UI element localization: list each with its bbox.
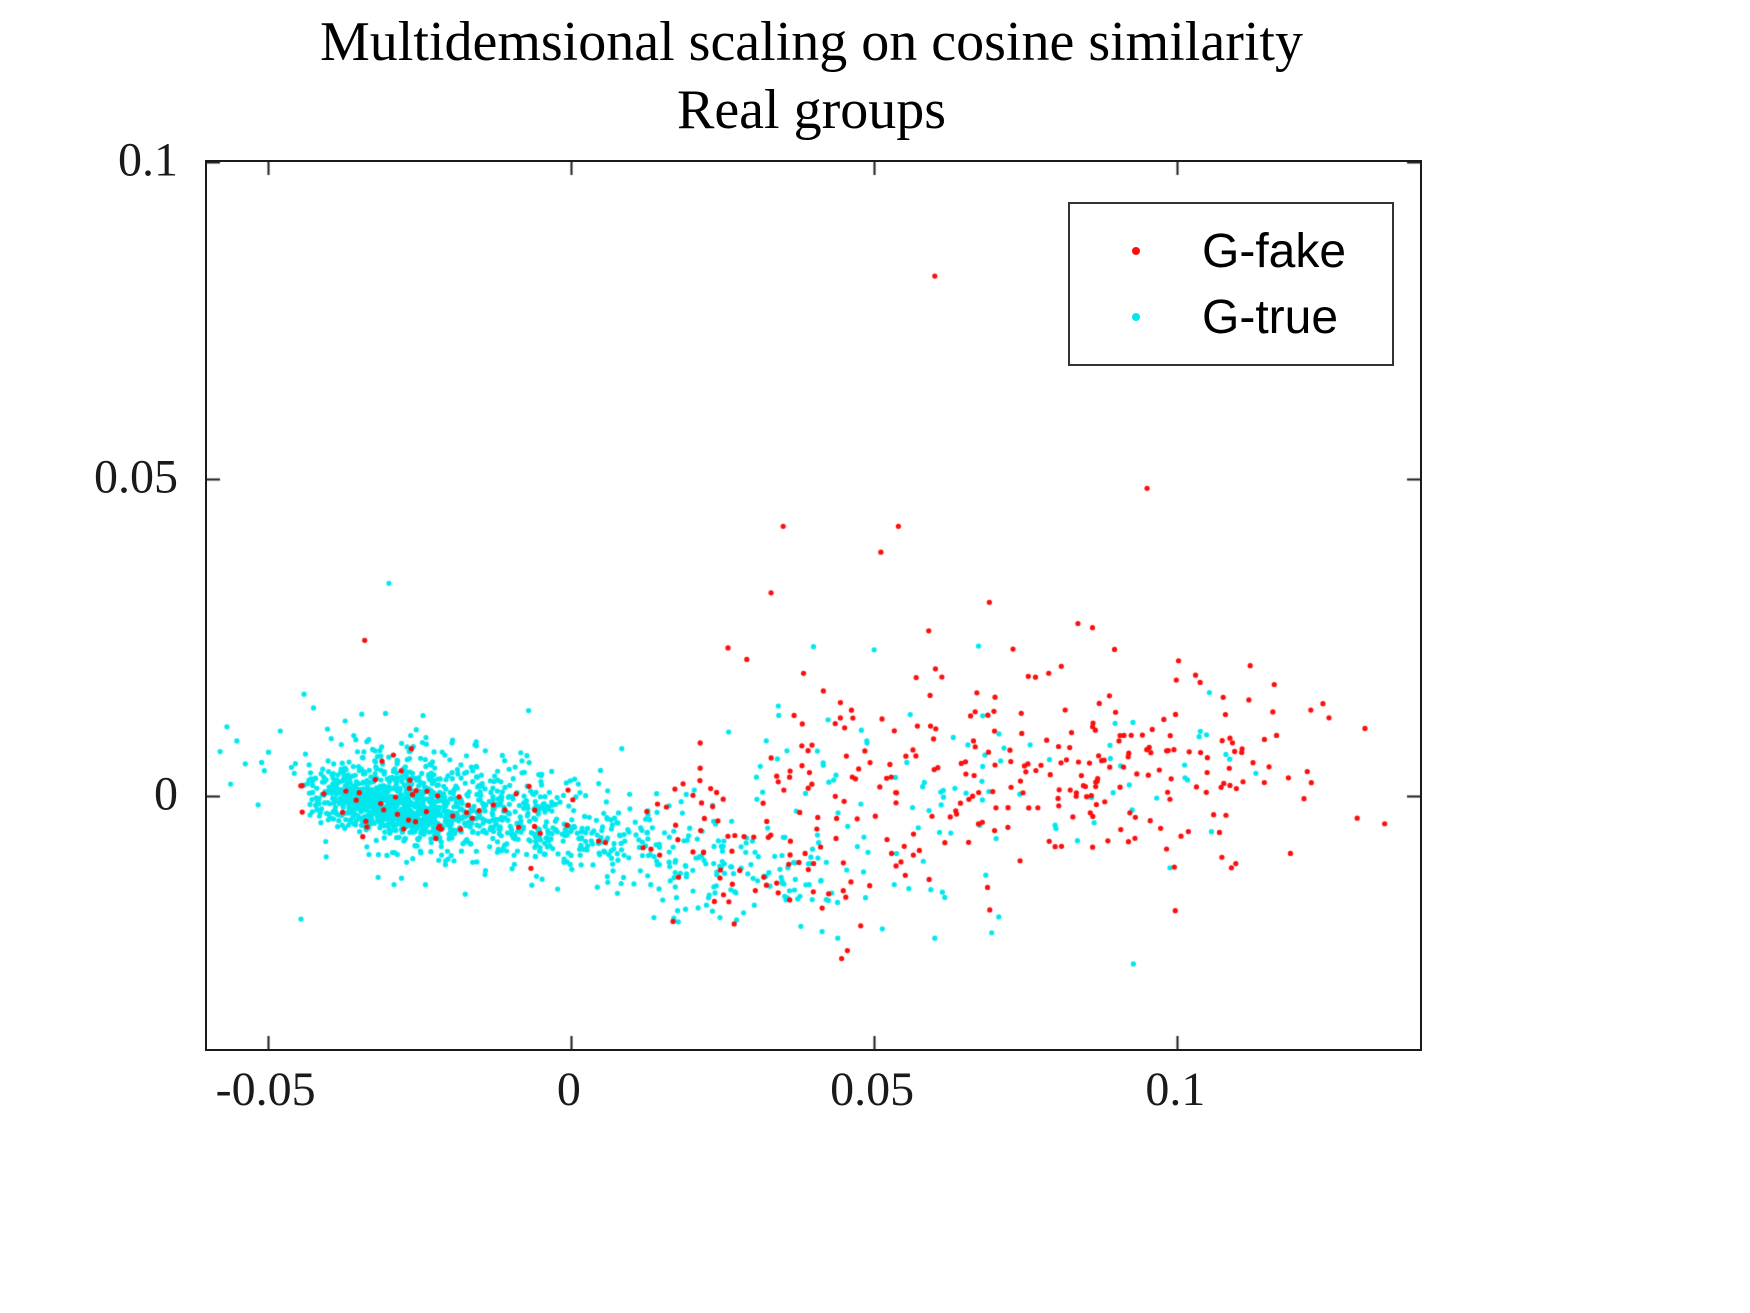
legend-label-g-fake: G-fake xyxy=(1202,224,1347,278)
chart-title: Multidemsional scaling on cosine similar… xyxy=(320,11,1303,73)
x-tick-label: -0.05 xyxy=(215,1063,316,1116)
y-tick-label: 0 xyxy=(154,767,178,821)
legend: G-fake G-true xyxy=(1068,202,1394,366)
y-tick-label: 0.1 xyxy=(118,133,178,187)
y-tick-label: 0.05 xyxy=(94,450,178,504)
plot-area: G-fake G-true xyxy=(205,160,1422,1051)
x-tick-label: 0.05 xyxy=(830,1063,915,1116)
chart-subtitle: Real groups xyxy=(676,79,947,141)
g-fake-marker-icon xyxy=(1132,247,1140,255)
x-axis-tick-labels: -0.05 0 0.05 0.1 xyxy=(205,1062,1418,1132)
x-tick-label: 0.1 xyxy=(1145,1063,1206,1116)
x-tick-label: 0 xyxy=(556,1063,581,1116)
y-axis-tick-labels: 0 0.05 0.1 xyxy=(0,134,192,1047)
legend-item-g-true: G-true xyxy=(1070,284,1392,350)
chart-title-block: Multidemsional scaling on cosine similar… xyxy=(205,8,1418,144)
legend-marker-cell xyxy=(1070,313,1202,321)
legend-label-g-true: G-true xyxy=(1202,290,1339,344)
legend-item-g-fake: G-fake xyxy=(1070,218,1392,284)
g-true-marker-icon xyxy=(1132,313,1140,321)
legend-marker-cell xyxy=(1070,247,1202,255)
